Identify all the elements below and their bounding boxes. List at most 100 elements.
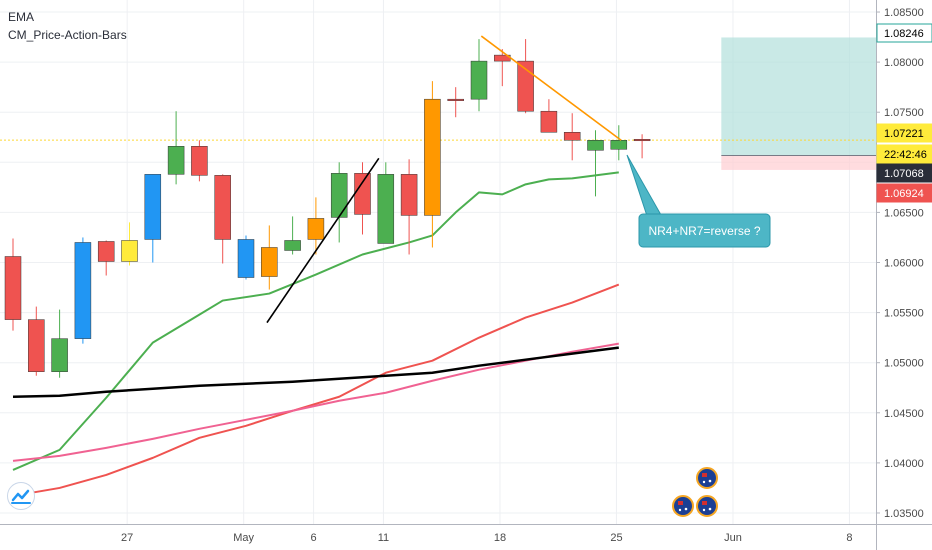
time-tick-label: 25 — [610, 532, 622, 544]
price-tick-label: 1.08000 — [884, 57, 924, 69]
candle — [51, 309, 68, 378]
candle-body — [74, 242, 92, 339]
candle-body — [284, 240, 301, 251]
profit-zone — [721, 37, 876, 156]
svg-text:1.07068: 1.07068 — [884, 168, 924, 180]
candle-body — [167, 146, 185, 175]
candle — [424, 81, 441, 248]
candle-body — [121, 240, 138, 262]
candle-body — [191, 146, 208, 176]
event-flag-icon — [696, 495, 718, 517]
candle — [4, 238, 22, 331]
candle-body — [261, 247, 278, 277]
candle-body — [330, 173, 348, 218]
time-tick-label: May — [233, 532, 254, 544]
candle — [261, 225, 278, 290]
price-tick-label: 1.04500 — [884, 408, 924, 420]
price-tag-entry: 1.07068 — [876, 163, 932, 183]
candle — [167, 111, 185, 185]
annotation-callout: NR4+NR7=reverse ? — [626, 154, 771, 248]
legend: EMA CM_Price-Action-Bars — [8, 8, 127, 44]
price-tick-label: 1.08500 — [884, 7, 924, 19]
candle-body — [517, 60, 534, 112]
candle — [377, 162, 395, 244]
candle-body — [633, 139, 651, 142]
candle — [610, 125, 628, 161]
time-tick-label: 6 — [311, 532, 317, 544]
candle — [330, 162, 348, 243]
candle-body — [610, 140, 628, 150]
candle-body — [4, 256, 22, 320]
candle-body — [28, 319, 45, 372]
candle-body — [377, 174, 395, 244]
ema-line-4 — [12, 346, 619, 399]
candle-body — [354, 173, 371, 215]
candle — [74, 237, 92, 344]
candle — [517, 39, 534, 114]
candle-body — [470, 60, 488, 100]
candle — [354, 162, 371, 235]
candle — [121, 222, 138, 266]
callout-box — [638, 213, 771, 248]
ema-line-3 — [12, 342, 619, 462]
candle-body — [51, 338, 68, 372]
ema-line-2 — [12, 283, 620, 497]
candle — [97, 240, 115, 276]
tradingview-logo[interactable] — [7, 482, 35, 510]
candle — [633, 134, 651, 159]
svg-text:22:42:46: 22:42:46 — [884, 149, 927, 161]
price-tag-stop: 1.06924 — [876, 183, 932, 203]
event-flag-icon — [672, 495, 694, 517]
candle-body — [214, 175, 231, 240]
candle-body — [144, 174, 162, 240]
candle — [307, 197, 325, 255]
time-tick-label: 18 — [494, 532, 506, 544]
candle — [494, 49, 511, 87]
price-tick-label: 1.03500 — [884, 508, 924, 520]
trendline-1 — [266, 157, 380, 324]
candle-body — [97, 241, 115, 262]
price-tick-label: 1.06500 — [884, 207, 924, 219]
event-flag-icon — [696, 467, 718, 489]
candle — [144, 174, 162, 263]
price-tag-target: 1.08246 — [876, 23, 932, 43]
candles — [4, 39, 651, 378]
candle — [587, 130, 604, 197]
loss-zone — [721, 155, 876, 170]
legend-ema-label: EMA — [8, 10, 35, 24]
time-axis — [0, 524, 932, 550]
price-tick-label: 1.05000 — [884, 358, 924, 370]
callout-text: NR4+NR7=reverse ? — [648, 224, 760, 238]
candle-body — [540, 110, 558, 133]
candle-body — [563, 132, 581, 141]
price-axis — [876, 0, 932, 550]
candle-body — [400, 174, 418, 216]
svg-text:1.06924: 1.06924 — [884, 188, 924, 200]
candle — [237, 235, 255, 280]
candle — [470, 39, 488, 112]
price-tick-label: 1.05500 — [884, 308, 924, 320]
trendline-2 — [480, 35, 622, 141]
candle-body — [587, 140, 604, 151]
candle — [191, 140, 208, 182]
candle — [28, 306, 45, 376]
candle — [284, 216, 301, 255]
time-tick-label: 8 — [846, 532, 852, 544]
candle-body — [447, 98, 464, 101]
candle-body — [237, 239, 255, 278]
price-tag-last: 1.07221 — [876, 123, 932, 143]
ema-line-1 — [12, 171, 619, 471]
candle — [563, 113, 581, 161]
price-tick-label: 1.06000 — [884, 258, 924, 270]
candle — [540, 99, 558, 133]
time-tick-label: Jun — [724, 532, 742, 544]
price-tick-label: 1.07500 — [884, 107, 924, 119]
logo-icon — [11, 489, 31, 504]
legend-price-action-label: CM_Price-Action-Bars — [8, 28, 127, 42]
time-tick-label: 11 — [378, 532, 389, 544]
price-tag-countdown: 22:42:46 — [876, 144, 932, 164]
price-tick-label: 1.04000 — [884, 458, 924, 470]
svg-text:1.07221: 1.07221 — [884, 128, 924, 140]
candle-body — [307, 218, 325, 240]
